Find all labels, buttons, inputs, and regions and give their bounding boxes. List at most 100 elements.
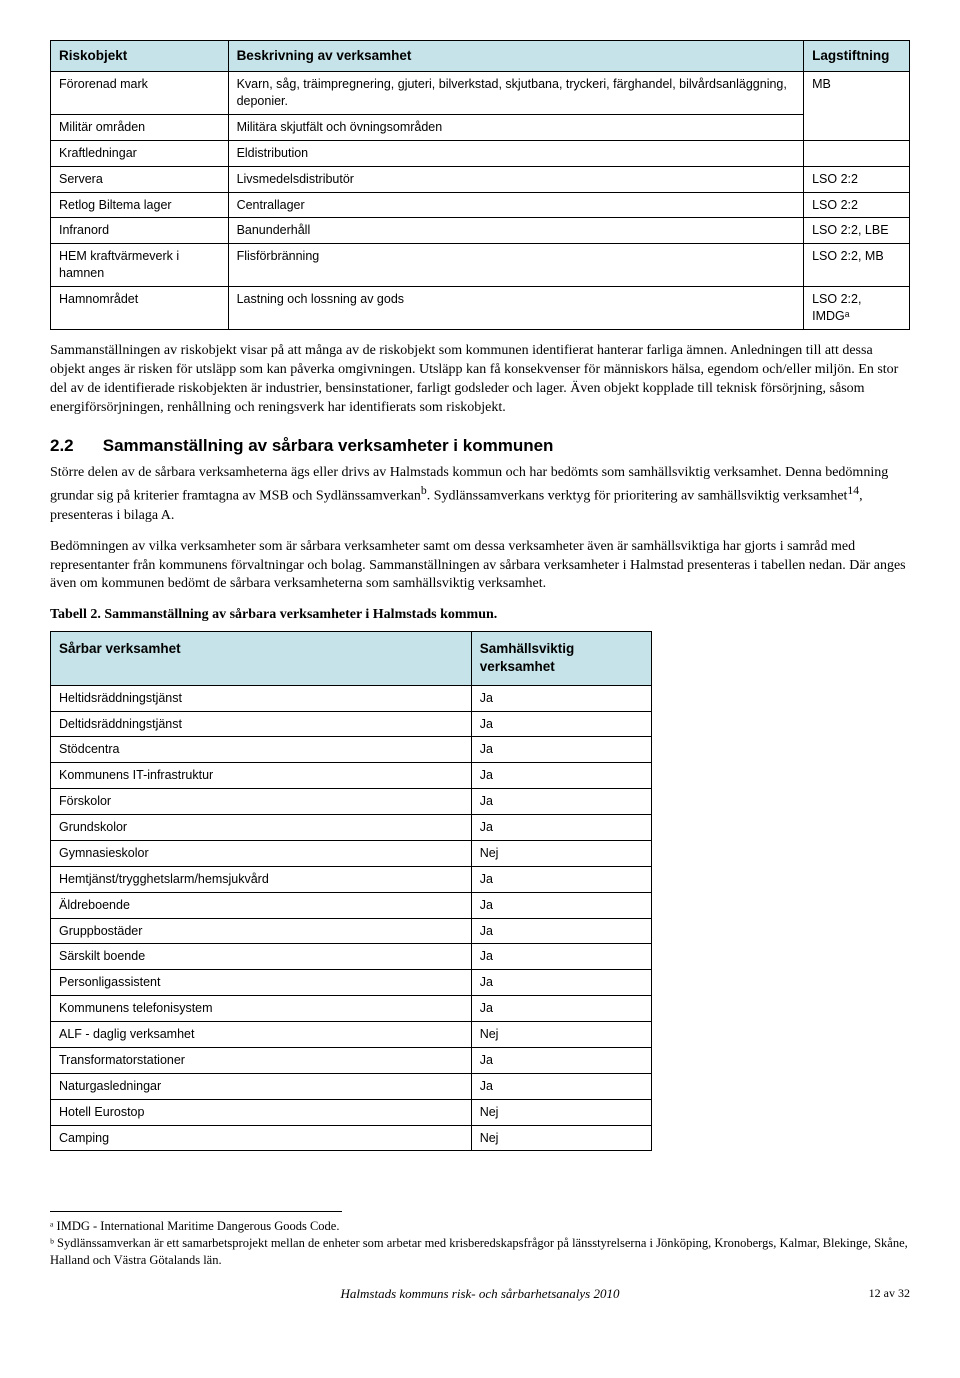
- cell: Ja: [471, 866, 651, 892]
- table1-header: Lagstiftning: [804, 41, 910, 72]
- cell: Heltidsräddningstjänst: [51, 685, 472, 711]
- table-row: StödcentraJa: [51, 737, 652, 763]
- cell: HEM kraftvärmeverk i hamnen: [51, 244, 229, 287]
- cell: Ja: [471, 970, 651, 996]
- cell: Personligassistent: [51, 970, 472, 996]
- cell: Ja: [471, 996, 651, 1022]
- cell: Förorenad mark: [51, 72, 229, 115]
- table-row: HeltidsräddningstjänstJa: [51, 685, 652, 711]
- cell: Transformatorstationer: [51, 1047, 472, 1073]
- cell: Ja: [471, 815, 651, 841]
- cell: Ja: [471, 711, 651, 737]
- cell: Livsmedelsdistributör: [228, 166, 804, 192]
- cell: Deltidsräddningstjänst: [51, 711, 472, 737]
- paragraph: Sammanställningen av riskobjekt visar på…: [50, 342, 910, 418]
- cell: Infranord: [51, 218, 229, 244]
- paragraph: Bedömningen av vilka verksamheter som är…: [50, 538, 910, 595]
- cell: Centrallager: [228, 192, 804, 218]
- cell: Nej: [471, 1022, 651, 1048]
- paragraph: Större delen av de sårbara verksamhetern…: [50, 464, 910, 525]
- table-row: CampingNej: [51, 1125, 652, 1151]
- table-row: Hemtjänst/trygghetslarm/hemsjukvårdJa: [51, 866, 652, 892]
- cell: Ja: [471, 763, 651, 789]
- risk-objects-table: Riskobjekt Beskrivning av verksamhet Lag…: [50, 40, 910, 330]
- cell: LSO 2:2, MB: [804, 244, 910, 287]
- table-row: DeltidsräddningstjänstJa: [51, 711, 652, 737]
- cell: Naturgasledningar: [51, 1073, 472, 1099]
- table-row: Militär områden Militära skjutfält och ö…: [51, 114, 910, 140]
- cell: Lastning och lossning av gods: [228, 287, 804, 330]
- table-row: ALF - daglig verksamhetNej: [51, 1022, 652, 1048]
- cell: Ja: [471, 892, 651, 918]
- cell: Hotell Eurostop: [51, 1099, 472, 1125]
- table2-header: Sårbar verksamhet: [51, 632, 472, 685]
- section-heading: 2.2 Sammanställning av sårbara verksamhe…: [50, 435, 910, 458]
- table-row: TransformatorstationerJa: [51, 1047, 652, 1073]
- cell: Ja: [471, 685, 651, 711]
- table-row: Infranord Banunderhåll LSO 2:2, LBE: [51, 218, 910, 244]
- section-title: Sammanställning av sårbara verksamheter …: [103, 436, 554, 455]
- page-footer: Halmstads kommuns risk- och sårbarhetsan…: [50, 1285, 910, 1303]
- table-row: Kommunens IT-infrastrukturJa: [51, 763, 652, 789]
- cell: Gruppbostäder: [51, 918, 472, 944]
- cell: LSO 2:2, LBE: [804, 218, 910, 244]
- cell: [804, 140, 910, 166]
- cell: Hemtjänst/trygghetslarm/hemsjukvård: [51, 866, 472, 892]
- text: . Sydlänssamverkans verktyg för priorite…: [427, 489, 848, 504]
- cell: ALF - daglig verksamhet: [51, 1022, 472, 1048]
- table-row: Retlog Biltema lager Centrallager LSO 2:…: [51, 192, 910, 218]
- table-row: HEM kraftvärmeverk i hamnen Flisförbränn…: [51, 244, 910, 287]
- section-number: 2.2: [50, 435, 98, 458]
- cell: Ja: [471, 789, 651, 815]
- cell: Militära skjutfält och övningsområden: [228, 114, 804, 140]
- table-row: PersonligassistentJa: [51, 970, 652, 996]
- cell: Kvarn, såg, träimpregnering, gjuteri, bi…: [228, 72, 804, 115]
- cell: Särskilt boende: [51, 944, 472, 970]
- table1-header: Beskrivning av verksamhet: [228, 41, 804, 72]
- table-caption: Tabell 2. Sammanställning av sårbara ver…: [50, 606, 910, 625]
- cell: Kraftledningar: [51, 140, 229, 166]
- footnote-a: ᵃ IMDG - International Maritime Dangerou…: [50, 1218, 910, 1235]
- cell: Ja: [471, 944, 651, 970]
- table-row: GruppbostäderJa: [51, 918, 652, 944]
- table-row: FörskolorJa: [51, 789, 652, 815]
- cell: Kommunens telefonisystem: [51, 996, 472, 1022]
- cell: Grundskolor: [51, 815, 472, 841]
- cell: LSO 2:2, IMDGᵃ: [804, 287, 910, 330]
- cell: Militär områden: [51, 114, 229, 140]
- table-row: Hotell EurostopNej: [51, 1099, 652, 1125]
- table-row: Kommunens telefonisystemJa: [51, 996, 652, 1022]
- cell: Camping: [51, 1125, 472, 1151]
- cell: LSO 2:2: [804, 192, 910, 218]
- cell: LSO 2:2: [804, 166, 910, 192]
- cell: MB: [804, 72, 910, 141]
- footnote-ref: 14: [847, 484, 859, 497]
- cell: Nej: [471, 840, 651, 866]
- table-row: NaturgasledningarJa: [51, 1073, 652, 1099]
- table-row: Särskilt boendeJa: [51, 944, 652, 970]
- cell: Äldreboende: [51, 892, 472, 918]
- footnote-separator: [50, 1211, 342, 1216]
- cell: Retlog Biltema lager: [51, 192, 229, 218]
- table-row: ÄldreboendeJa: [51, 892, 652, 918]
- table-row: Kraftledningar Eldistribution: [51, 140, 910, 166]
- cell: Nej: [471, 1125, 651, 1151]
- table-row: GrundskolorJa: [51, 815, 652, 841]
- table-row: Servera Livsmedelsdistributör LSO 2:2: [51, 166, 910, 192]
- cell: Nej: [471, 1099, 651, 1125]
- cell: Ja: [471, 737, 651, 763]
- cell: Förskolor: [51, 789, 472, 815]
- table-row: GymnasieskolorNej: [51, 840, 652, 866]
- table-row: Förorenad mark Kvarn, såg, träimpregneri…: [51, 72, 910, 115]
- footnotes: ᵃ IMDG - International Maritime Dangerou…: [50, 1218, 910, 1269]
- cell: Ja: [471, 1047, 651, 1073]
- cell: Ja: [471, 1073, 651, 1099]
- cell: Ja: [471, 918, 651, 944]
- table2-header: Samhällsviktig verksamhet: [471, 632, 651, 685]
- cell: Eldistribution: [228, 140, 804, 166]
- cell: Kommunens IT-infrastruktur: [51, 763, 472, 789]
- cell: Flisförbränning: [228, 244, 804, 287]
- cell: Banunderhåll: [228, 218, 804, 244]
- footer-title: Halmstads kommuns risk- och sårbarhetsan…: [341, 1286, 620, 1301]
- page-number: 12 av 32: [869, 1285, 910, 1301]
